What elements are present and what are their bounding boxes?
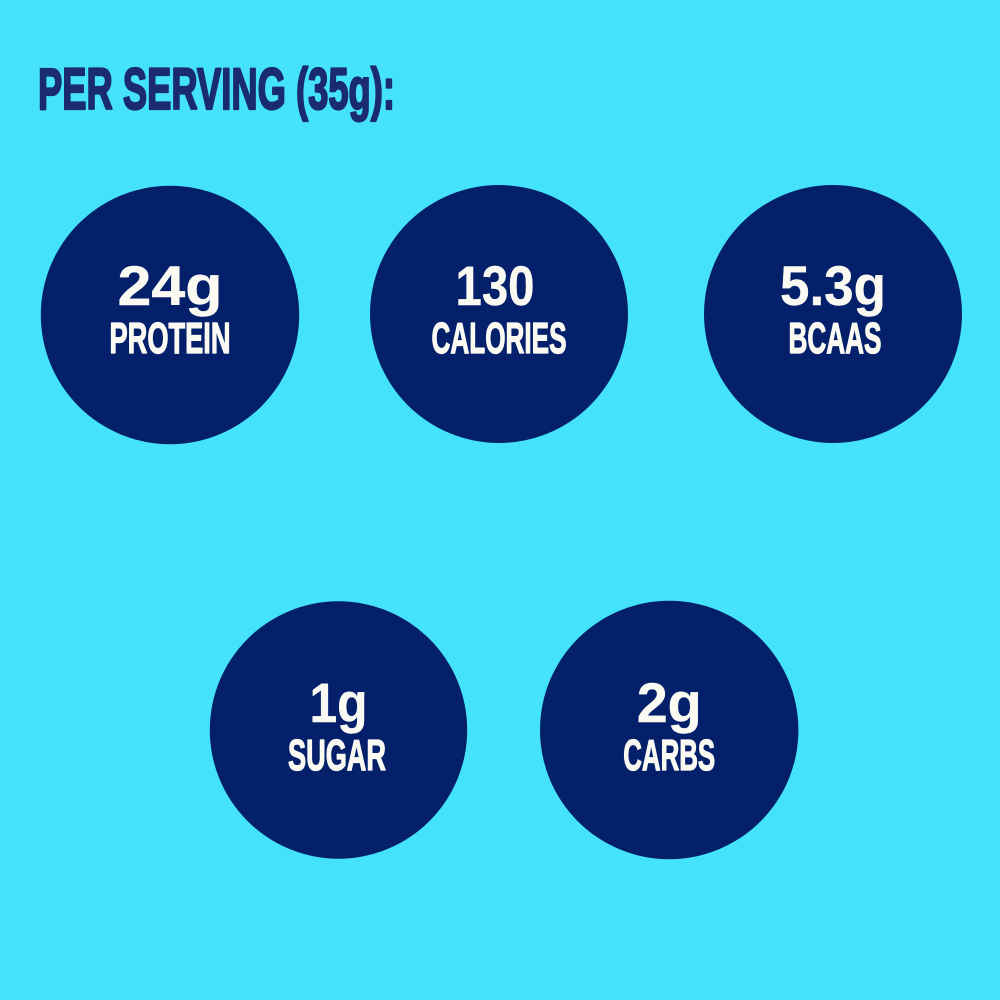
svg-text:1g: 1g [310,671,368,734]
svg-text:24g: 24g [118,254,223,317]
svg-text:2g: 2g [637,671,702,734]
svg-text:5.3g: 5.3g [780,254,886,317]
svg-text:BCAAS: BCAAS [789,314,882,363]
svg-text:SUGAR: SUGAR [288,731,386,780]
svg-text:PROTEIN: PROTEIN [110,314,231,363]
svg-text:CALORIES: CALORIES [432,314,567,363]
svg-text:CARBS: CARBS [623,731,715,780]
svg-text:130: 130 [456,254,535,317]
svg-text:PER SERVING (35g):: PER SERVING (35g): [38,57,395,122]
